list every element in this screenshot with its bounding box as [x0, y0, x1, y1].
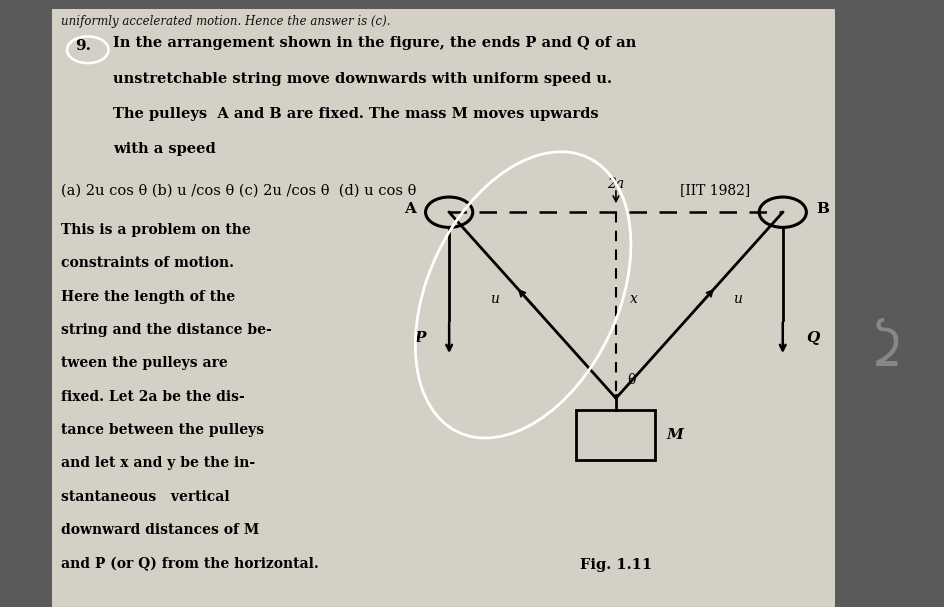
Text: Q: Q — [806, 331, 819, 345]
Text: The pulleys  A and B are fixed. The mass M moves upwards: The pulleys A and B are fixed. The mass … — [113, 107, 598, 121]
Text: This is a problem on the: This is a problem on the — [61, 223, 251, 237]
Text: P: P — [414, 331, 426, 345]
Text: θ: θ — [627, 373, 635, 387]
Text: unstretchable string move downwards with uniform speed u.: unstretchable string move downwards with… — [113, 72, 613, 86]
Text: [IIT 1982]: [IIT 1982] — [680, 183, 750, 197]
Text: string and the distance be-: string and the distance be- — [61, 323, 272, 337]
Text: A: A — [404, 202, 416, 216]
Text: (a) 2u cos θ (b) u /cos θ (c) 2u /cos θ  (d) u cos θ: (a) 2u cos θ (b) u /cos θ (c) 2u /cos θ … — [61, 183, 416, 197]
Text: tween the pulleys are: tween the pulleys are — [61, 356, 228, 370]
Text: 9.: 9. — [76, 39, 92, 53]
Text: Fig. 1.11: Fig. 1.11 — [580, 557, 652, 572]
Text: u: u — [490, 292, 499, 306]
Text: stantaneous   vertical: stantaneous vertical — [61, 490, 230, 504]
Text: constraints of motion.: constraints of motion. — [61, 256, 234, 270]
Text: u: u — [733, 292, 742, 306]
Bar — [52, 9, 835, 607]
Text: downward distances of M: downward distances of M — [61, 523, 260, 537]
Text: M: M — [666, 428, 683, 442]
Text: uniformly accelerated motion. Hence the answer is (c).: uniformly accelerated motion. Hence the … — [61, 15, 391, 28]
Text: tance between the pulleys: tance between the pulleys — [61, 423, 264, 437]
Text: 2a: 2a — [607, 177, 625, 191]
Text: and let x and y be the in-: and let x and y be the in- — [61, 456, 256, 470]
Text: In the arrangement shown in the figure, the ends P and Q of an: In the arrangement shown in the figure, … — [113, 36, 636, 50]
Text: ζ: ζ — [869, 316, 896, 364]
Text: fixed. Let 2a be the dis-: fixed. Let 2a be the dis- — [61, 390, 245, 404]
Bar — [577, 410, 655, 460]
Text: Here the length of the: Here the length of the — [61, 290, 235, 304]
Text: x: x — [631, 292, 638, 306]
Text: and P (or Q) from the horizontal.: and P (or Q) from the horizontal. — [61, 557, 319, 571]
Text: with a speed: with a speed — [113, 142, 216, 156]
Text: B: B — [816, 202, 829, 216]
